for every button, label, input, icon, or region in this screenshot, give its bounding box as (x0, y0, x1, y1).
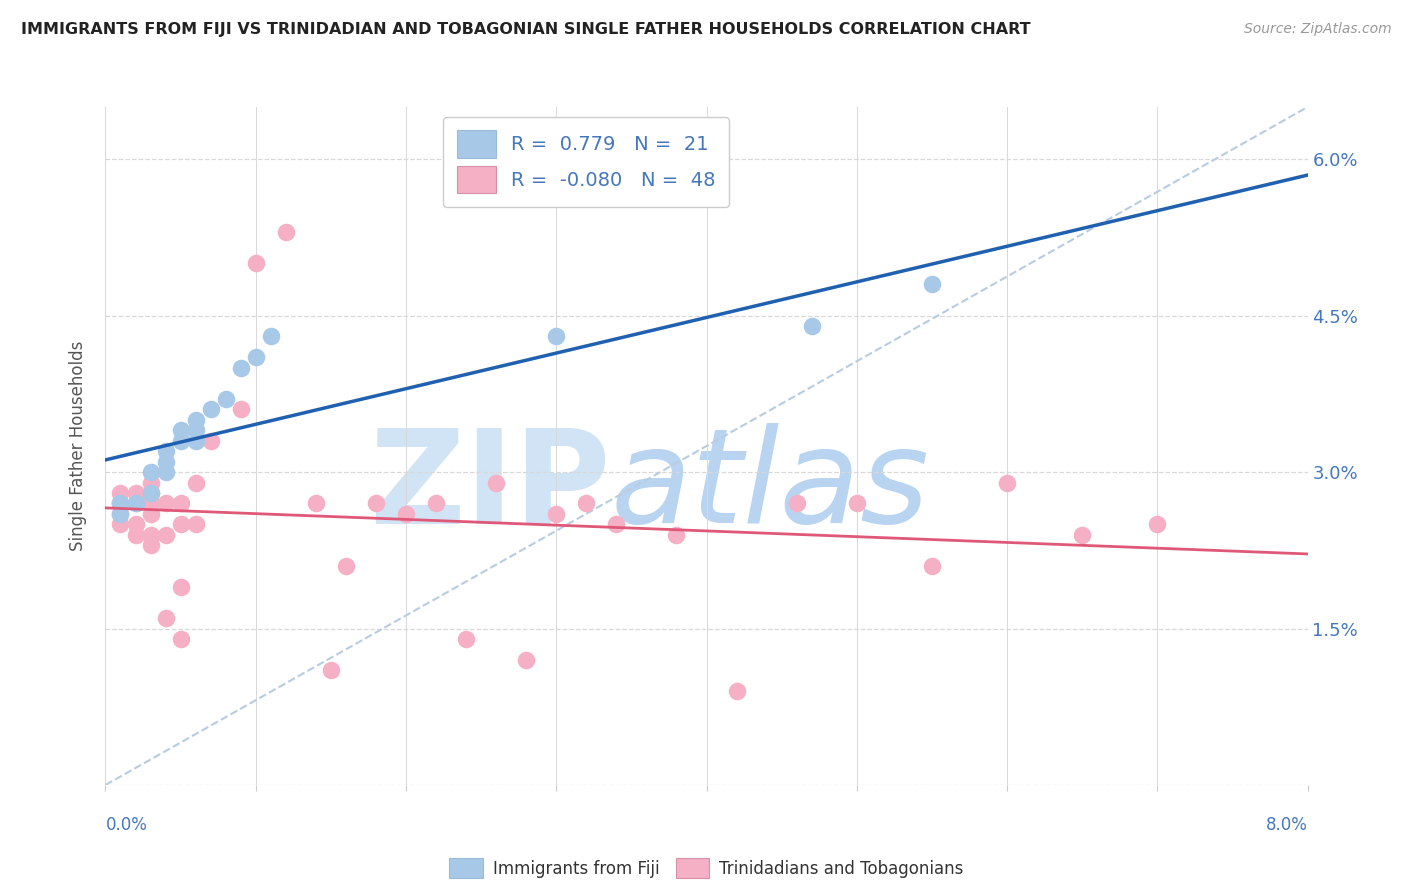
Point (921, 277, 943, 292)
Point (425, 496, 447, 510)
Y-axis label: Single Father Households: Single Father Households (69, 341, 87, 551)
Point (1146, 517, 1168, 532)
Legend: Immigrants from Fiji, Trinidadians and Tobagonians: Immigrants from Fiji, Trinidadians and T… (443, 852, 970, 885)
Point (139, 507, 162, 521)
Point (1071, 527, 1094, 541)
Point (274, 225, 297, 239)
Point (245, 256, 267, 270)
Point (110, 496, 132, 510)
Point (184, 434, 207, 448)
Point (139, 486, 162, 500)
Point (110, 507, 132, 521)
Point (169, 423, 191, 437)
Point (110, 517, 132, 532)
Point (184, 423, 207, 437)
Point (319, 663, 342, 677)
Point (200, 402, 222, 417)
Point (110, 496, 132, 510)
Point (229, 360, 252, 375)
Point (485, 475, 508, 490)
Point (155, 455, 177, 469)
Point (575, 496, 598, 510)
Point (214, 392, 236, 406)
Point (184, 475, 207, 490)
Point (139, 496, 162, 510)
Point (454, 632, 477, 646)
Point (921, 558, 943, 573)
Point (364, 496, 387, 510)
Point (245, 351, 267, 365)
Point (139, 527, 162, 541)
Point (169, 632, 191, 646)
Point (169, 496, 191, 510)
Text: Source: ZipAtlas.com: Source: ZipAtlas.com (1244, 22, 1392, 37)
Point (515, 653, 537, 667)
Point (169, 580, 191, 594)
Point (169, 517, 191, 532)
Text: atlas: atlas (610, 423, 929, 550)
Point (110, 496, 132, 510)
Point (139, 475, 162, 490)
Point (845, 496, 868, 510)
Point (229, 402, 252, 417)
Point (139, 486, 162, 500)
Text: IMMIGRANTS FROM FIJI VS TRINIDADIAN AND TOBAGONIAN SINGLE FATHER HOUSEHOLDS CORR: IMMIGRANTS FROM FIJI VS TRINIDADIAN AND … (21, 22, 1031, 37)
Point (305, 496, 328, 510)
Point (139, 465, 162, 479)
Point (155, 611, 177, 625)
Point (665, 527, 688, 541)
Text: 8.0%: 8.0% (1265, 816, 1308, 834)
Point (124, 496, 146, 510)
Point (124, 496, 146, 510)
Point (155, 465, 177, 479)
Point (124, 527, 146, 541)
Text: ZIP: ZIP (368, 423, 610, 550)
Point (605, 517, 627, 532)
Point (800, 319, 823, 334)
Point (124, 486, 146, 500)
Point (395, 507, 418, 521)
Point (169, 434, 191, 448)
Point (155, 527, 177, 541)
Point (184, 413, 207, 427)
Point (786, 496, 808, 510)
Point (184, 517, 207, 532)
Point (995, 475, 1018, 490)
Point (110, 486, 132, 500)
Point (200, 434, 222, 448)
Point (124, 517, 146, 532)
Point (139, 538, 162, 552)
Point (260, 329, 283, 343)
Point (546, 507, 568, 521)
Point (546, 329, 568, 343)
Point (155, 444, 177, 458)
Point (725, 684, 748, 698)
Point (155, 496, 177, 510)
Text: 0.0%: 0.0% (105, 816, 148, 834)
Point (110, 507, 132, 521)
Point (335, 558, 357, 573)
